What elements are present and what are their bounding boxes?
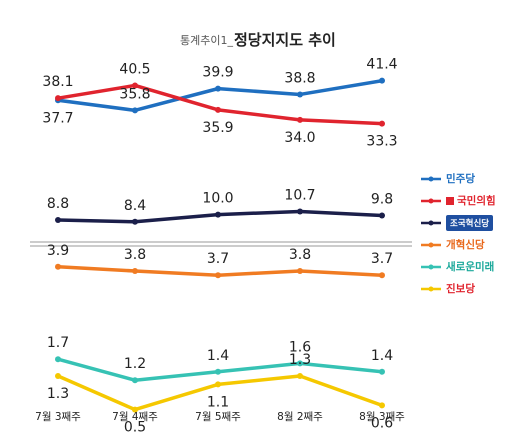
- data-label-minju: 39.9: [202, 65, 233, 81]
- chart-title-prefix: 통계추이1_: [180, 34, 233, 47]
- legend-swatch: [420, 196, 442, 206]
- data-label-newfuture: 1.4: [371, 348, 393, 364]
- data-label-progressive: 1.3: [289, 352, 311, 368]
- data-point-minju: [132, 107, 138, 114]
- legend-swatch: [420, 218, 442, 228]
- data-point-reform: [132, 268, 138, 274]
- data-label-reform: 3.7: [207, 251, 229, 267]
- data-point-progressive: [297, 373, 303, 379]
- x-tick-label: 8월 3째주: [359, 411, 405, 423]
- legend-label: 조국혁신당: [446, 214, 494, 231]
- data-label-rebuilding: 8.8: [47, 196, 69, 212]
- legend-swatch: [420, 240, 442, 250]
- data-point-rebuilding: [132, 218, 138, 225]
- data-point-reform: [297, 268, 303, 274]
- data-point-minju: [215, 85, 221, 92]
- data-point-ppp: [215, 106, 221, 113]
- legend-item-rebuilding: 조국혁신당: [420, 212, 502, 233]
- data-label-minju: 35.8: [119, 86, 150, 102]
- legend-label: 새로운미래: [446, 261, 495, 273]
- x-tick-label: 7월 4째주: [112, 411, 158, 423]
- data-point-ppp: [379, 120, 385, 127]
- data-label-minju: 41.4: [366, 57, 397, 73]
- data-label-minju: 38.8: [284, 70, 315, 86]
- data-label-reform: 3.9: [47, 243, 69, 259]
- data-label-ppp: 34.0: [284, 130, 315, 146]
- data-point-minju: [297, 91, 303, 98]
- data-point-rebuilding: [215, 211, 221, 218]
- data-label-progressive: 0.6: [371, 415, 393, 431]
- data-point-progressive: [55, 373, 61, 379]
- ppp-logo-icon: [446, 196, 454, 205]
- data-label-progressive: 1.1: [207, 394, 229, 410]
- chart-title: 정당지지도 추이: [234, 31, 336, 49]
- data-point-ppp: [132, 82, 138, 89]
- data-point-newfuture: [132, 377, 138, 384]
- data-label-rebuilding: 8.4: [124, 198, 146, 214]
- x-tick-label: 7월 3째주: [35, 411, 81, 423]
- data-label-reform: 3.7: [371, 251, 393, 267]
- legend-swatch: [420, 262, 442, 272]
- data-point-ppp: [297, 116, 303, 123]
- data-point-rebuilding: [297, 208, 303, 215]
- legend-swatch: [420, 174, 442, 184]
- data-point-newfuture: [379, 368, 385, 375]
- data-point-rebuilding: [55, 217, 61, 223]
- data-label-newfuture: 1.2: [124, 356, 146, 372]
- data-point-minju: [379, 77, 385, 84]
- data-point-progressive: [215, 381, 221, 388]
- series-line-minju: [57, 78, 383, 113]
- data-label-progressive: 1.3: [47, 386, 69, 402]
- data-label-rebuilding: 10.0: [202, 191, 233, 207]
- data-point-newfuture: [297, 360, 303, 367]
- data-label-ppp: 40.5: [119, 61, 150, 77]
- data-point-reform: [215, 272, 221, 279]
- axis-break-marker: [30, 241, 412, 247]
- legend-item-newfuture: 새로운미래: [420, 256, 502, 277]
- legend-item-minju: 민주당: [420, 168, 502, 189]
- legend-item-progressive: 진보당: [420, 278, 502, 299]
- data-label-ppp: 35.9: [202, 120, 233, 136]
- data-point-ppp: [55, 95, 61, 102]
- legend-label: 개혁신당: [446, 239, 485, 251]
- x-tick-label: 7월 5째주: [195, 411, 241, 423]
- legend-swatch: [420, 284, 442, 294]
- data-label-newfuture: 1.6: [289, 339, 311, 355]
- x-tick-label: 8월 2째주: [277, 411, 323, 423]
- data-point-progressive: [132, 406, 138, 413]
- legend-label: 국민의힘: [457, 195, 496, 207]
- data-point-reform: [55, 263, 61, 270]
- data-point-newfuture: [215, 368, 221, 375]
- legend-item-reform: 개혁신당: [420, 234, 502, 255]
- data-point-progressive: [379, 402, 385, 409]
- legend-item-ppp: 국민의힘: [420, 190, 502, 211]
- data-label-ppp: 33.3: [366, 134, 397, 150]
- data-label-newfuture: 1.4: [207, 348, 229, 364]
- series-line-ppp: [57, 83, 383, 126]
- data-point-reform: [379, 272, 385, 279]
- data-label-reform: 3.8: [289, 247, 311, 263]
- data-label-newfuture: 1.7: [47, 335, 69, 351]
- data-point-newfuture: [55, 356, 61, 363]
- legend-label: 민주당: [446, 173, 475, 185]
- data-label-rebuilding: 10.7: [284, 187, 315, 203]
- legend-label: 진보당: [446, 283, 475, 295]
- data-label-minju: 37.7: [42, 110, 73, 126]
- data-label-ppp: 38.1: [42, 74, 73, 90]
- data-point-rebuilding: [379, 212, 385, 219]
- data-label-progressive: 0.5: [124, 420, 146, 436]
- data-label-rebuilding: 9.8: [371, 192, 393, 208]
- data-label-reform: 3.8: [124, 247, 146, 263]
